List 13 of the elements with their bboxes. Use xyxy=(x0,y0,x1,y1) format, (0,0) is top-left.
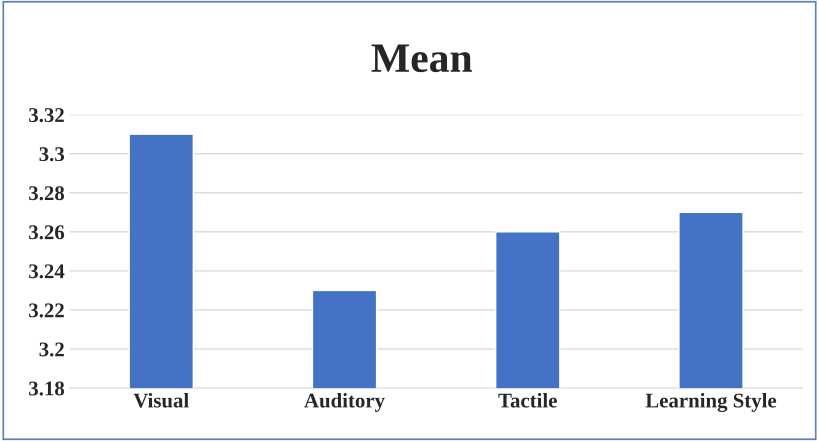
x-tick-label: Learning Style xyxy=(646,392,776,412)
y-tick-label: 3.24 xyxy=(29,264,64,278)
y-tick-label: 3.32 xyxy=(29,108,64,122)
y-tick-label: 3.2 xyxy=(39,342,64,357)
y-tick-label: 3.18 xyxy=(29,381,64,396)
x-tick-label: Tactile xyxy=(498,392,557,408)
x-tick-label: Auditory xyxy=(304,392,385,412)
chart-title: Mean xyxy=(372,44,472,72)
y-tick-label: 3.26 xyxy=(29,225,64,240)
y-tick-label: 3.3 xyxy=(39,147,64,162)
y-tick-label: 3.22 xyxy=(29,303,64,318)
y-tick-label: 3.28 xyxy=(29,186,64,200)
x-tick-label: Visual xyxy=(134,392,189,408)
